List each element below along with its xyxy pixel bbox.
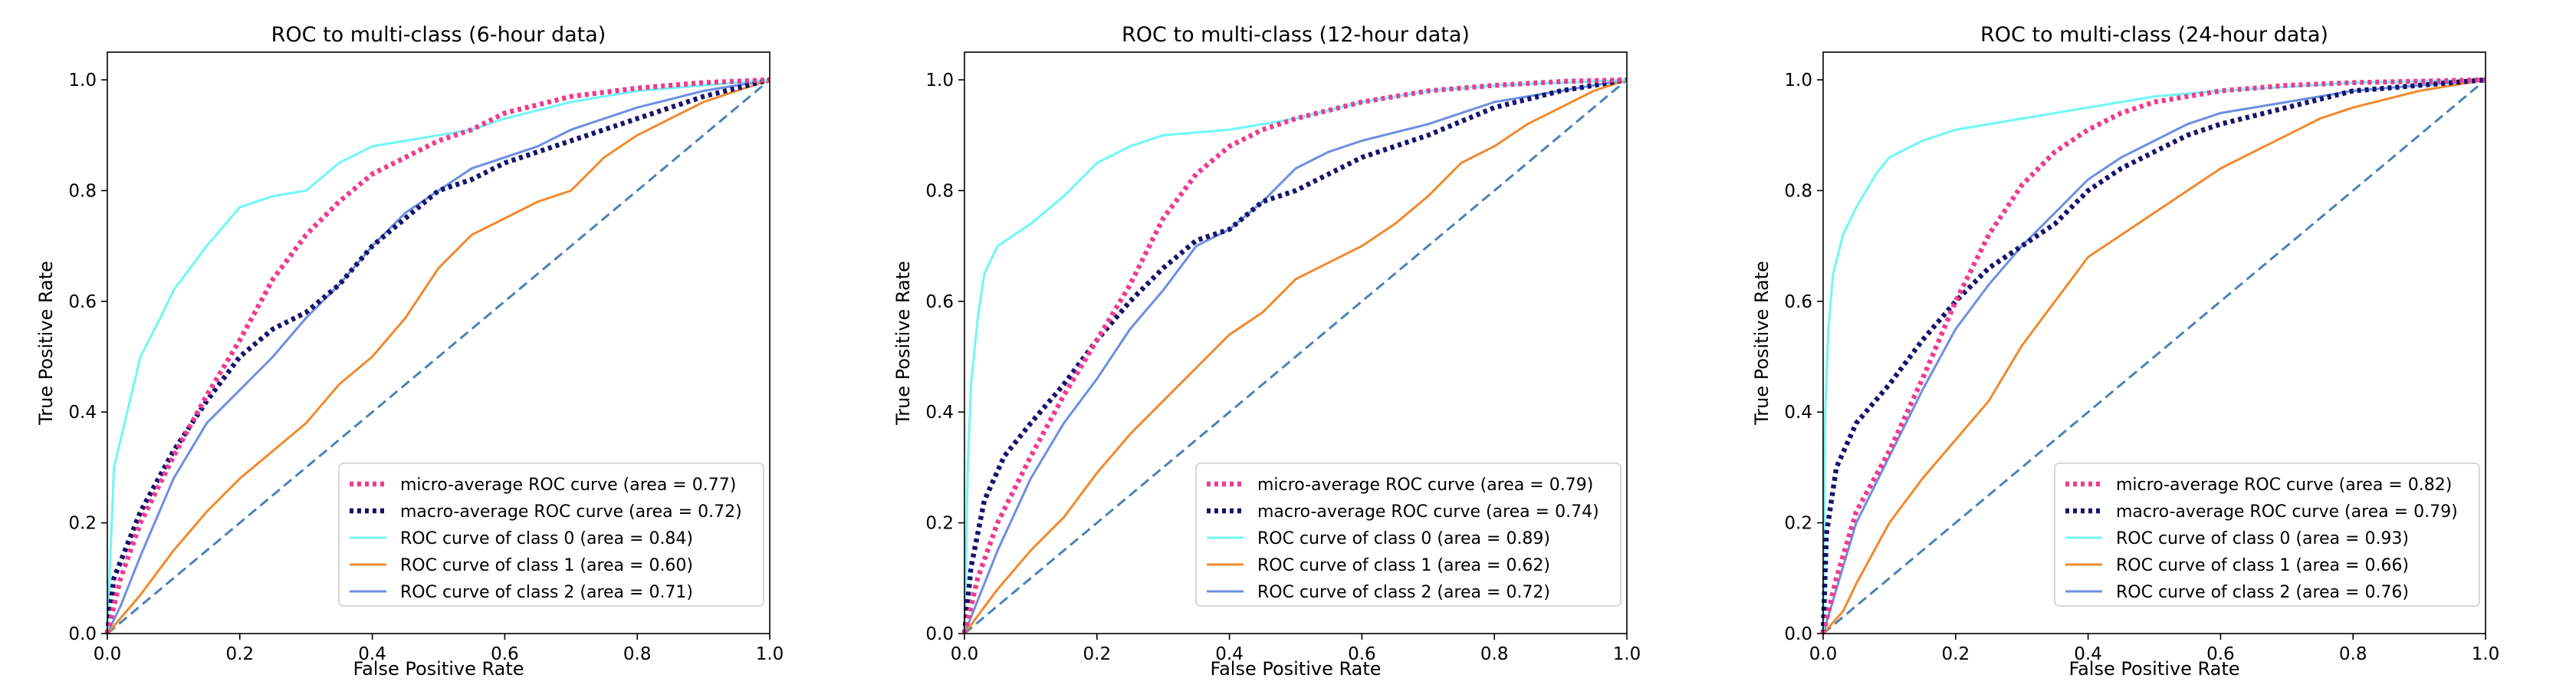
x-axis-label: False Positive Rate [1210,658,1381,680]
x-axis-label: False Positive Rate [2068,658,2239,680]
y-tick-label: 0.0 [925,624,954,644]
legend-label-class1: ROC curve of class 1 (area = 0.62) [1257,556,1550,575]
x-tick-label: 0.2 [1083,644,1112,664]
y-axis-ticks: 0.0 0.2 0.4 0.6 0.8 1.0 [925,71,964,644]
plot-area [1820,77,2486,635]
roc-line-chance [1822,78,2486,635]
x-axis-ticks: 0.0 0.2 0.4 0.6 0.8 1.0 [951,634,1641,664]
legend-label-class2: ROC curve of class 2 (area = 0.71) [400,583,693,602]
legend-label-class2: ROC curve of class 2 (area = 0.72) [1257,583,1550,602]
x-tick-label: 0.6 [491,644,519,664]
y-axis-ticks: 0.0 0.2 0.4 0.6 0.8 1.0 [1784,71,1823,644]
x-tick-label: 1.0 [1613,644,1641,664]
x-tick-label: 0.4 [2074,644,2102,664]
roc-line-micro [104,77,770,634]
legend-label-macro: macro-average ROC curve (area = 0.79) [2116,502,2458,522]
y-axis-ticks: 0.0 0.2 0.4 0.6 0.8 1.0 [68,71,107,644]
legend-label-micro: micro-average ROC curve (area = 0.82) [2116,476,2452,495]
x-axis-ticks: 0.0 0.2 0.4 0.6 0.8 1.0 [94,634,784,664]
roc-panel-24-hour: ROC to multi-class (24-hour data) 0.0 0.2… [1751,23,2499,680]
legend: micro-average ROC curve (area = 0.82) mac… [2054,463,2480,607]
plot-area [961,77,1628,635]
y-axis-label: True Positive Rate [1751,261,1773,426]
legend-label-macro: macro-average ROC curve (area = 0.72) [400,502,742,522]
axes-frame [964,51,1628,634]
x-tick-label: 0.2 [1942,644,1970,664]
y-tick-label: 0.6 [925,292,954,312]
roc-line-class2 [1822,78,2486,634]
roc-line-chance [964,78,1628,635]
x-tick-label: 0.6 [1348,644,1376,664]
roc-line-class1 [963,78,1628,634]
roc-line-macro [961,77,1628,634]
x-tick-label: 0.8 [1480,644,1509,664]
legend-label-class0: ROC curve of class 0 (area = 0.84) [400,529,693,548]
roc-line-macro [1820,77,2486,634]
x-tick-label: 0.0 [951,644,979,664]
y-tick-label: 1.0 [925,71,954,91]
x-axis-label: False Positive Rate [353,658,524,680]
x-tick-label: 1.0 [2472,644,2500,664]
x-axis-ticks: 0.0 0.2 0.4 0.6 0.8 1.0 [1809,634,2500,664]
plot-area [104,77,770,635]
x-tick-label: 1.0 [756,644,784,664]
x-tick-label: 0.0 [1809,644,1838,664]
roc-line-class0 [1822,78,2486,634]
x-tick-label: 0.8 [623,644,652,664]
chart-title: ROC to multi-class (6-hour data) [271,23,606,47]
legend-label-class1: ROC curve of class 1 (area = 0.60) [400,556,693,575]
roc-line-chance [107,78,770,635]
legend-label-class2: ROC curve of class 2 (area = 0.76) [2116,583,2409,602]
y-tick-label: 0.8 [1784,181,1812,201]
x-tick-label: 0.2 [226,644,255,664]
legend-box [2054,463,2480,607]
chart-title: ROC to multi-class (24-hour data) [1980,23,2328,47]
legend-label-class1: ROC curve of class 1 (area = 0.66) [2116,556,2409,575]
y-tick-label: 0.2 [1784,514,1812,534]
axes-frame [1822,51,2486,634]
roc-line-class2 [963,78,1628,634]
roc-panel-6-hour: ROC to multi-class (6-hour data) 0.00.20… [35,23,784,680]
y-tick-label: 0.0 [68,624,97,644]
roc-line-macro [104,77,770,634]
y-tick-label: 0.2 [925,514,954,534]
y-tick-label: 0.2 [68,514,97,534]
x-tick-label: 0.4 [1215,644,1244,664]
x-tick-label: 0.4 [358,644,386,664]
y-axis-label: True Positive Rate [892,261,914,426]
x-tick-label: 0.8 [2339,644,2367,664]
chart-title: ROC to multi-class (12-hour data) [1122,23,1470,47]
legend-label-class0: ROC curve of class 0 (area = 0.93) [2116,529,2409,548]
legend: micro-average ROC curve (area = 0.77) mac… [338,463,764,607]
roc-line-micro [1820,77,2486,634]
y-tick-label: 0.0 [1784,624,1812,644]
legend: micro-average ROC curve (area = 0.79) mac… [1195,463,1622,607]
legend-label-micro: micro-average ROC curve (area = 0.77) [400,476,736,495]
roc-line-class0 [106,78,770,634]
x-tick-label: 0.0 [94,644,122,664]
x-tick-label: 0.6 [2206,644,2235,664]
legend-label-macro: macro-average ROC curve (area = 0.74) [1257,502,1599,522]
y-tick-label: 1.0 [1784,71,1812,91]
roc-line-class1 [1822,78,2486,635]
y-tick-label: 0.4 [68,403,97,423]
axes-frame [107,51,770,634]
legend-box [1195,463,1622,607]
roc-line-micro [961,77,1628,634]
y-tick-label: 1.0 [68,71,97,91]
legend-label-micro: micro-average ROC curve (area = 0.79) [1257,476,1593,495]
y-tick-label: 0.8 [925,181,954,201]
y-tick-label: 0.6 [1784,292,1812,312]
y-tick-label: 0.6 [68,292,97,312]
legend-label-class0: ROC curve of class 0 (area = 0.89) [1257,529,1550,548]
roc-panel-12-hour: ROC to multi-class (12-hour data) 0.0 0.2… [892,23,1641,680]
legend-box [338,463,764,607]
y-axis-label: True Positive Rate [35,261,57,426]
y-tick-label: 0.4 [1784,403,1812,423]
roc-line-class1 [106,78,770,634]
roc-line-class0 [963,78,1628,634]
y-tick-label: 0.4 [925,403,954,423]
y-tick-label: 0.8 [68,181,97,201]
